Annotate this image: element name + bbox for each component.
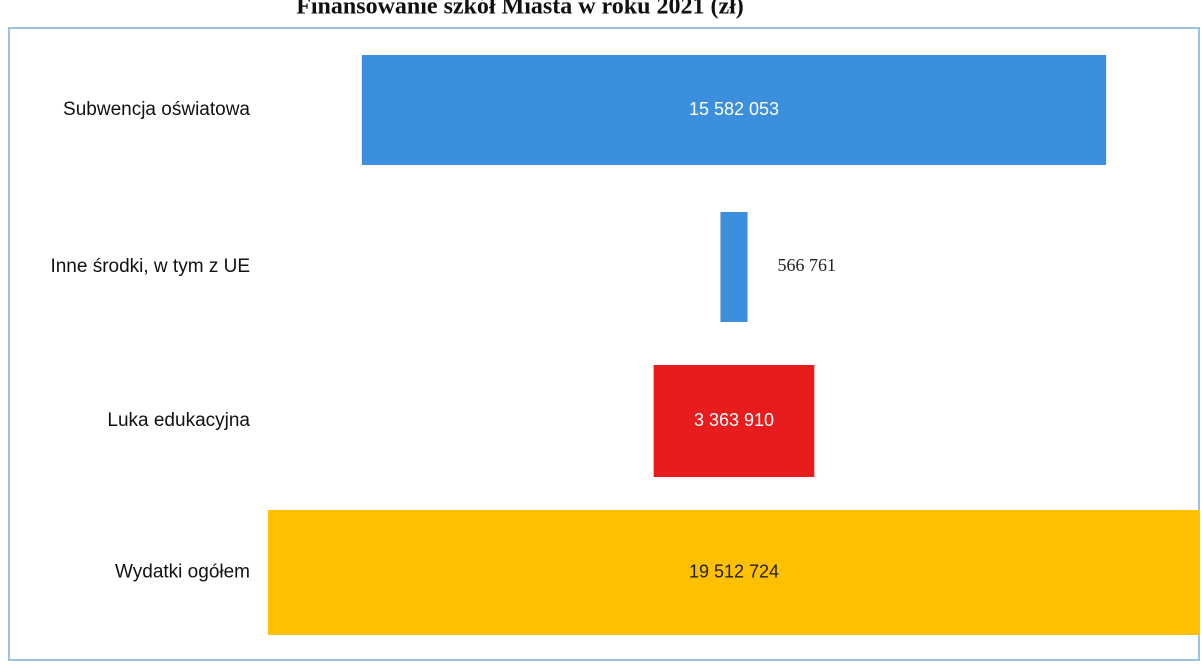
bar <box>653 365 815 477</box>
category-label: Wydatki ogółem <box>115 562 250 583</box>
value-label: 15 582 053 <box>689 99 779 119</box>
chart-title: Finansowanie szkół Miasta w roku 2021 (z… <box>296 0 744 20</box>
category-label: Luka edukacyjna <box>107 410 250 431</box>
bar <box>361 55 1107 165</box>
value-label: 3 363 910 <box>694 410 774 430</box>
value-label: 19 512 724 <box>689 561 779 581</box>
value-label: 566 761 <box>778 255 837 275</box>
bar <box>268 510 1200 635</box>
category-label: Inne środki, w tym z UE <box>50 256 250 277</box>
category-label: Subwencja oświatowa <box>63 99 250 120</box>
bar <box>720 212 748 322</box>
